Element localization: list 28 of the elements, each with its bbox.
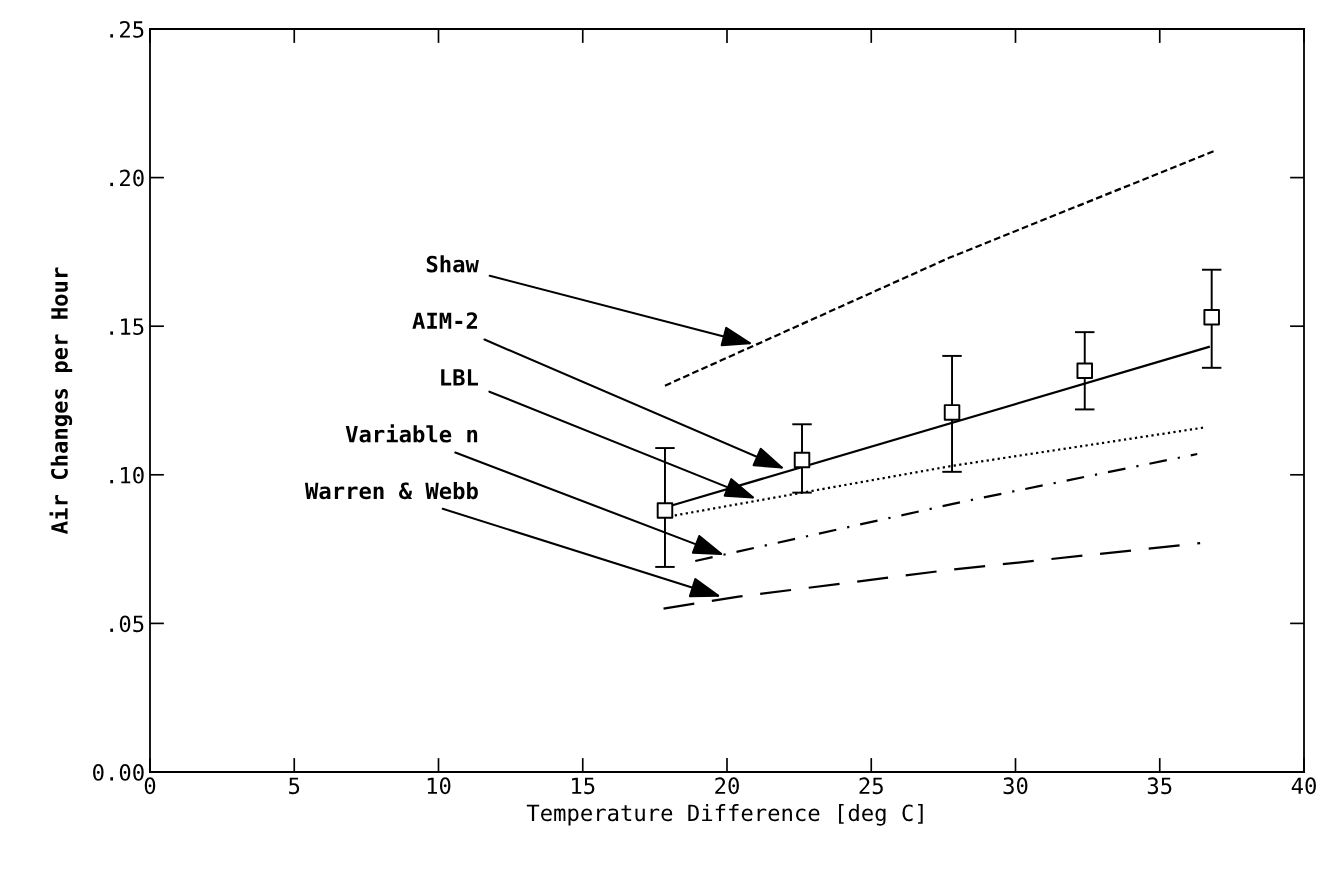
x-tick-label: 30 (1003, 777, 1028, 795)
line-series (662, 542, 1202, 610)
x-tick-label: 5 (289, 777, 300, 795)
y-tick-label: .25 (110, 21, 144, 38)
point (1203, 309, 1220, 326)
y-tick-label: .10 (110, 466, 144, 484)
y-tick-label: .20 (110, 169, 144, 187)
y-tick-label: .15 (110, 318, 144, 336)
annotation: Variable n (345, 424, 478, 443)
x-tick-label: 15 (572, 777, 595, 795)
x-tick-label: 40 (1291, 777, 1316, 795)
y-tick-label: 0.00 (93, 764, 144, 781)
x-tick-label: 25 (859, 777, 883, 795)
point (793, 451, 811, 469)
annotation: Warren & Webb (304, 482, 478, 500)
x-tick-label: 10 (427, 777, 451, 795)
annotation: Shaw (426, 255, 479, 273)
x-tick-label: 20 (715, 777, 739, 795)
point (656, 502, 674, 519)
point (943, 404, 961, 421)
y-axis-title: Air Changes per Hour (49, 267, 73, 534)
x-tick-label: 35 (1147, 777, 1172, 795)
x-axis-title: Temperature Difference [deg C] (526, 804, 923, 826)
annotation: AIM-2 (412, 312, 478, 329)
x-tick-label: 0 (144, 777, 156, 795)
y-tick-label: .05 (110, 615, 144, 633)
point (1076, 362, 1093, 380)
annotation: LBL (441, 369, 478, 386)
